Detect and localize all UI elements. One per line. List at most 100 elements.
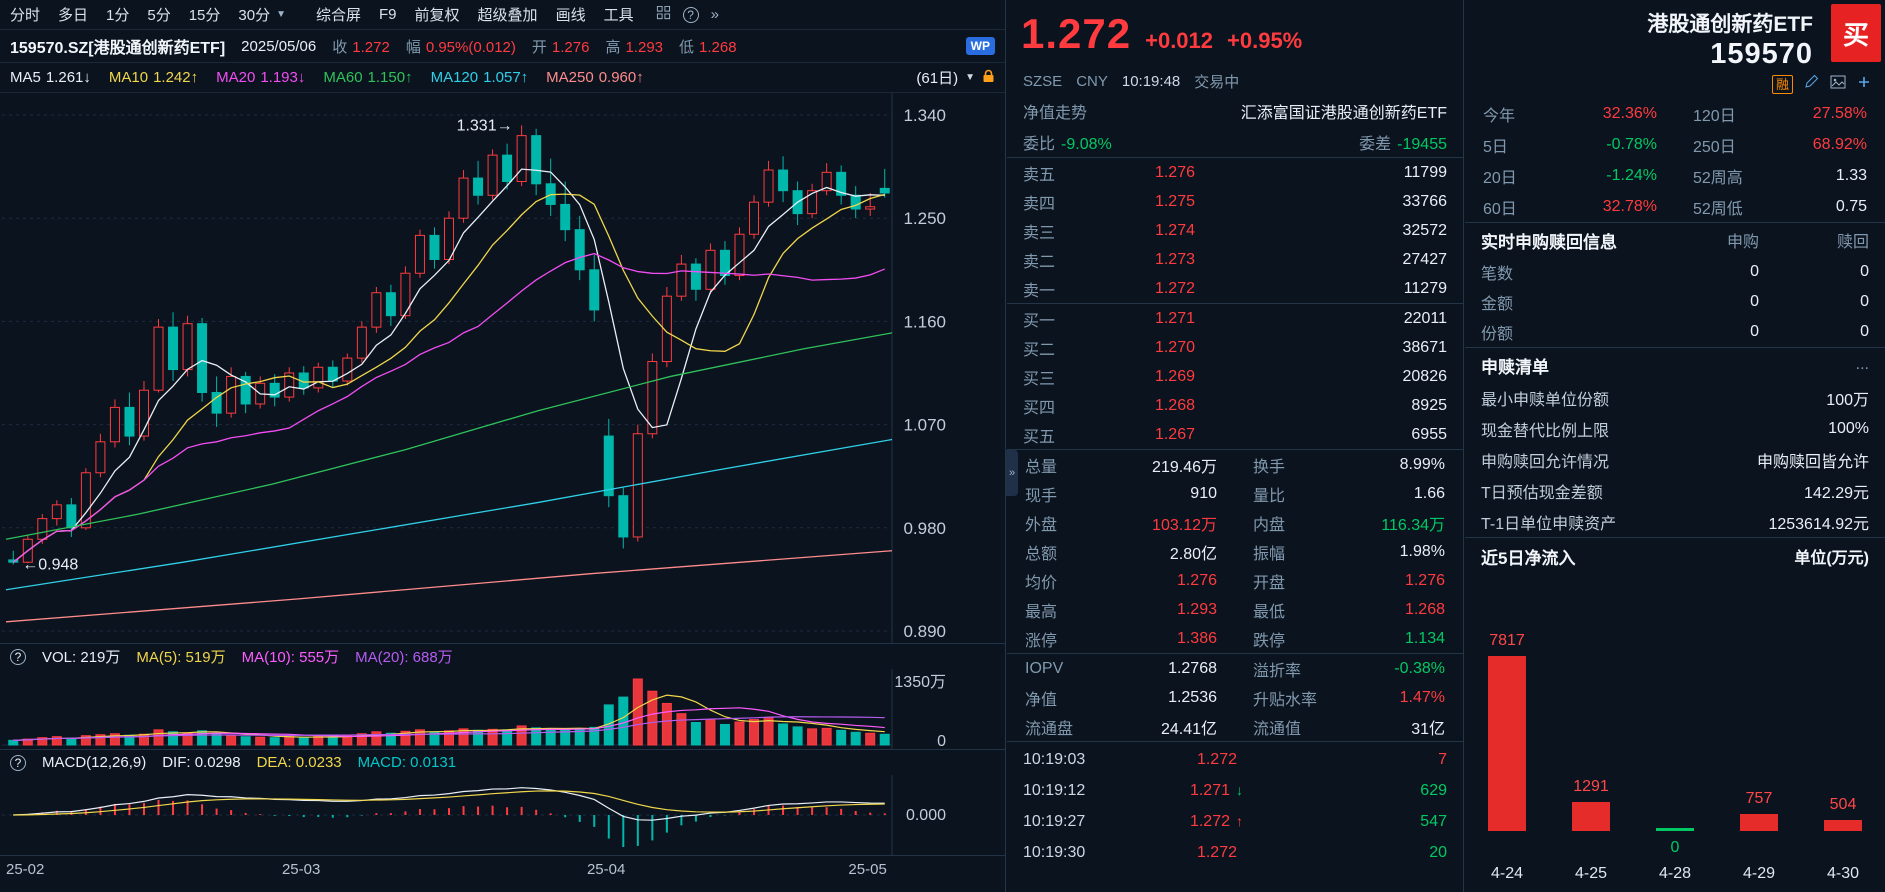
chevron-down-icon[interactable]: ▼ xyxy=(965,72,975,83)
sell-level-row[interactable]: 卖一 1.272 11279 xyxy=(1007,274,1463,303)
candle-body xyxy=(371,292,382,328)
margin-badge[interactable]: 融 xyxy=(1771,74,1793,94)
grid-icon[interactable] xyxy=(656,5,671,24)
chevron-down-icon[interactable]: ▼ xyxy=(276,9,286,20)
plus-icon[interactable] xyxy=(1857,75,1871,94)
stat-label: 内盘 xyxy=(1253,516,1286,534)
tick-list[interactable]: 10:19:03 1.272 7 10:19:12 1.271 ↓ 629 10:19:27 1… xyxy=(1007,741,1463,868)
candle-body xyxy=(284,372,295,398)
ma-value: 1.193 xyxy=(260,69,298,86)
section-title: 实时申购赎回信息 xyxy=(1481,232,1617,252)
y-axis-label: 1.340 xyxy=(903,106,946,125)
etf-code: 159570 xyxy=(1710,38,1813,70)
buy-button[interactable]: 买 xyxy=(1831,4,1881,62)
tool-buttons: 综合屏 F9 前复权 超级叠加 画线 工具 xyxy=(316,4,634,25)
toolbar-tool-button[interactable]: 前复权 xyxy=(414,7,460,24)
symbol-label[interactable]: 159570.SZ[港股通创新药ETF] xyxy=(10,40,226,57)
level-label: 买一 xyxy=(1023,312,1056,330)
buy-level-row[interactable]: 买一 1.271 22011 xyxy=(1007,304,1463,333)
candle-body xyxy=(197,323,208,393)
buy-level-row[interactable]: 买四 1.268 8925 xyxy=(1007,391,1463,420)
level-price: 1.273 xyxy=(1154,250,1195,268)
buy-level-row[interactable]: 买三 1.269 20826 xyxy=(1007,362,1463,391)
chart-range-controls: (61日) ▼ xyxy=(916,67,995,88)
lock-icon[interactable] xyxy=(982,69,995,87)
toolbar-period-tab[interactable]: 15分 xyxy=(188,7,221,24)
pencil-icon[interactable] xyxy=(1804,74,1819,94)
volume-bar xyxy=(385,732,396,746)
sell-level-row[interactable]: 卖五 1.276 11799 xyxy=(1007,158,1463,187)
volume-bar xyxy=(37,737,48,746)
sell-level-row[interactable]: 卖二 1.273 27427 xyxy=(1007,245,1463,274)
buy-level-row[interactable]: 买五 1.267 6955 xyxy=(1007,420,1463,449)
field-label: 开 xyxy=(531,38,547,56)
level-size: 11279 xyxy=(1403,279,1447,297)
toolbar-period-tab[interactable]: 多日 xyxy=(58,7,89,24)
macd-indicator-label: DIF: 0.0298 xyxy=(162,754,241,771)
ma-direction-arrow: ↓ xyxy=(83,69,91,86)
flow-bar xyxy=(1740,814,1778,831)
toolbar-tool-button[interactable]: 超级叠加 xyxy=(477,7,538,24)
toolbar-period-tab[interactable]: 分时 xyxy=(10,7,41,24)
valuation-label: 流通值 xyxy=(1253,720,1302,738)
toolbar-tool-button[interactable]: 画线 xyxy=(555,7,586,24)
toolbar-tool-button[interactable]: 工具 xyxy=(603,7,634,24)
candle-body xyxy=(516,135,527,183)
volume-bar xyxy=(719,723,730,746)
sell-level-row[interactable]: 卖三 1.274 32572 xyxy=(1007,216,1463,245)
toolbar-period-tab[interactable]: 1分 xyxy=(106,7,130,24)
ma-indicator: MA250 0.960↑ xyxy=(546,69,644,86)
level-label: 卖五 xyxy=(1023,166,1056,184)
volume-bar xyxy=(400,730,411,746)
level-label: 卖二 xyxy=(1023,253,1056,271)
valuation-value: 31亿 xyxy=(1411,720,1445,738)
stat-value: 1.98% xyxy=(1399,542,1445,560)
buy-level-row[interactable]: 买二 1.270 38671 xyxy=(1007,333,1463,362)
ma-indicator: MA10 1.242↑ xyxy=(109,69,198,86)
stat-cell: 内盘 116.34万 xyxy=(1235,508,1463,537)
stat-cell: 均价 1.276 xyxy=(1007,566,1235,595)
price-field: 低 1.268 xyxy=(679,36,737,57)
level-size: 38671 xyxy=(1402,338,1448,356)
ma-direction-arrow: ↓ xyxy=(297,69,306,86)
volume-bar xyxy=(879,733,890,746)
volume-bar xyxy=(632,678,643,746)
fund-name[interactable]: 汇添富国证港股通创新药ETF xyxy=(1240,105,1447,122)
help-icon[interactable]: ? xyxy=(682,6,699,23)
nav-label[interactable]: 净值走势 xyxy=(1023,105,1088,122)
ma-label: MA5 xyxy=(10,69,41,86)
wp-badge[interactable]: WP xyxy=(965,37,995,55)
flow-bar xyxy=(1488,656,1526,831)
visible-days-label[interactable]: (61日) xyxy=(916,70,959,87)
performance-label: 60日 xyxy=(1483,200,1517,218)
creation-list-row: 申购赎回允许情况 申购赎回皆允许 xyxy=(1465,444,1885,475)
level-size: 20826 xyxy=(1402,367,1448,385)
candle-body xyxy=(153,326,164,391)
subscription-row: 份额 0 0 xyxy=(1465,317,1885,347)
ma-direction-arrow: ↑ xyxy=(520,69,529,86)
toolbar-tool-button[interactable]: 综合屏 xyxy=(316,7,362,24)
toolbar-period-tab[interactable]: 30分 xyxy=(238,7,271,24)
valuation-cell: 净值 1.2536 xyxy=(1007,683,1235,712)
panel-collapse-handle[interactable]: » xyxy=(1006,450,1018,496)
volume-bar xyxy=(516,725,527,746)
volume-chart[interactable]: 1350万 0 xyxy=(0,669,1006,749)
level-price: 1.268 xyxy=(1154,396,1195,414)
image-icon[interactable] xyxy=(1830,75,1846,94)
expand-icon[interactable]: » xyxy=(710,6,719,23)
macd-chart[interactable]: 0.000 xyxy=(0,775,1006,855)
more-button[interactable]: ... xyxy=(1855,356,1869,373)
toolbar-tool-button[interactable]: F9 xyxy=(379,6,397,23)
subscribe-value: 0 xyxy=(1750,293,1759,310)
stat-cell: 外盘 103.12万 xyxy=(1007,508,1235,537)
help-icon[interactable]: ? xyxy=(10,648,26,665)
kline-chart[interactable]: 1.340 1.250 1.160 1.070 0.980 0.890 1.331→ ←0.9… xyxy=(0,93,1006,643)
dif-line xyxy=(13,787,885,821)
help-icon[interactable]: ? xyxy=(10,754,26,771)
level-label: 卖三 xyxy=(1023,224,1056,242)
volume-bar xyxy=(313,735,324,746)
toolbar-period-tab[interactable]: 5分 xyxy=(147,7,171,24)
candle-body xyxy=(240,375,251,405)
sell-level-row[interactable]: 卖四 1.275 33766 xyxy=(1007,187,1463,216)
stat-label: 最高 xyxy=(1025,603,1058,621)
